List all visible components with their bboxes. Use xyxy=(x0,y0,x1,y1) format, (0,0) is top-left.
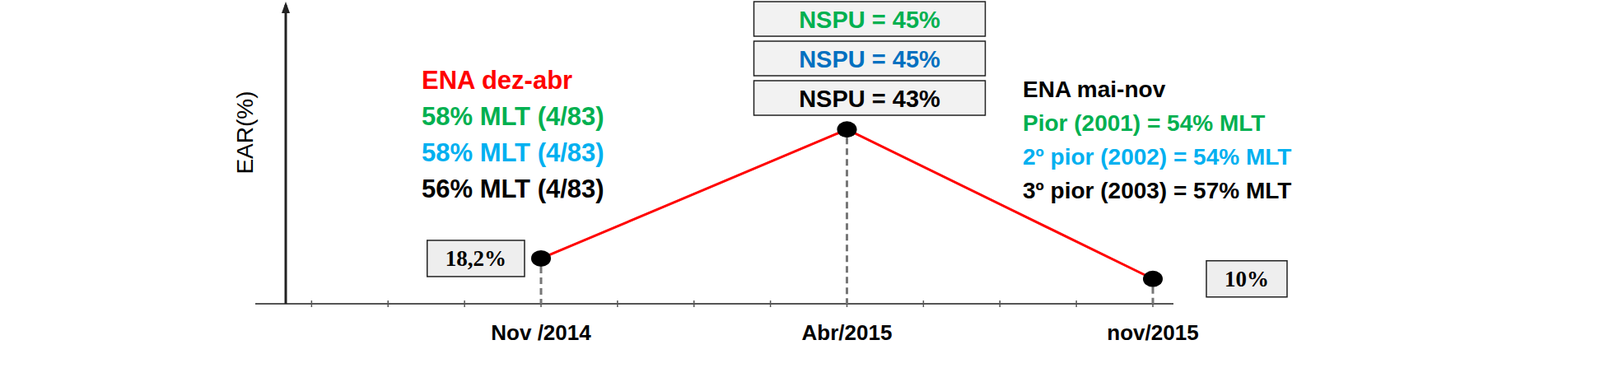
annotation-text: 2º pior (2002) = 54% MLT xyxy=(1022,144,1292,170)
annotation-box xyxy=(754,41,986,76)
x-tick-label: Nov /2014 xyxy=(490,320,592,346)
data-label-text: 10% xyxy=(1224,266,1269,292)
annotation: ENA mai-nov Pior (2001) = 54% MLT 2º pior … xyxy=(1022,76,1292,204)
annotation-text: NSPU = 45% xyxy=(798,6,941,33)
minor-tick xyxy=(769,300,772,308)
minor-tick xyxy=(923,300,925,308)
minor-tick xyxy=(1075,300,1078,308)
annotation-text: 56% MLT (4/83) xyxy=(421,174,605,204)
data-label: 18,2% xyxy=(427,240,525,277)
chart: EAR(%) Nov /2014 Abr/2015 nov/2015 18,2% 10% E… xyxy=(0,0,1600,368)
drop-line xyxy=(540,266,543,304)
annotation-box xyxy=(754,80,986,116)
annotation-text: 58% MLT (4/83) xyxy=(421,102,605,131)
annotation-text: Pior (2001) = 54% MLT xyxy=(1022,110,1265,136)
x-tick-label: nov/2015 xyxy=(1106,320,1199,346)
annotation: NSPU = 45% NSPU = 45% NSPU = 43% xyxy=(754,1,986,116)
minor-tick xyxy=(463,300,466,308)
annotation-text: 3º pior (2003) = 57% MLT xyxy=(1022,177,1292,204)
marker xyxy=(1142,270,1163,288)
x-tick-label: Abr/2015 xyxy=(802,320,893,346)
annotation-box xyxy=(754,1,986,37)
drop-line xyxy=(845,137,849,304)
annotation-text: ENA mai-nov xyxy=(1022,76,1167,103)
data-label-box xyxy=(1206,261,1288,298)
y-axis-label: EAR(%) xyxy=(232,90,258,174)
data-label-text: 18,2% xyxy=(445,246,507,271)
minor-tick xyxy=(693,300,696,308)
drop-line xyxy=(1152,287,1155,304)
y-axis xyxy=(284,4,288,304)
x-axis xyxy=(255,303,1174,305)
minor-tick xyxy=(616,300,619,308)
y-axis-arrow xyxy=(281,1,290,14)
minor-tick xyxy=(999,300,1002,308)
data-label-box xyxy=(427,240,525,277)
minor-tick xyxy=(387,300,390,308)
annotation: ENA dez-abr 58% MLT (4/83) 58% MLT (4/83) 5… xyxy=(421,65,605,204)
minor-tick xyxy=(311,300,313,308)
annotation-text: NSPU = 45% xyxy=(798,46,941,73)
marker xyxy=(837,121,858,138)
annotation-text: NSPU = 43% xyxy=(798,85,941,112)
marker xyxy=(531,250,551,267)
annotation-text: 58% MLT (4/83) xyxy=(421,138,605,168)
data-label: 10% xyxy=(1206,261,1288,298)
annotation-text: ENA dez-abr xyxy=(421,65,573,95)
